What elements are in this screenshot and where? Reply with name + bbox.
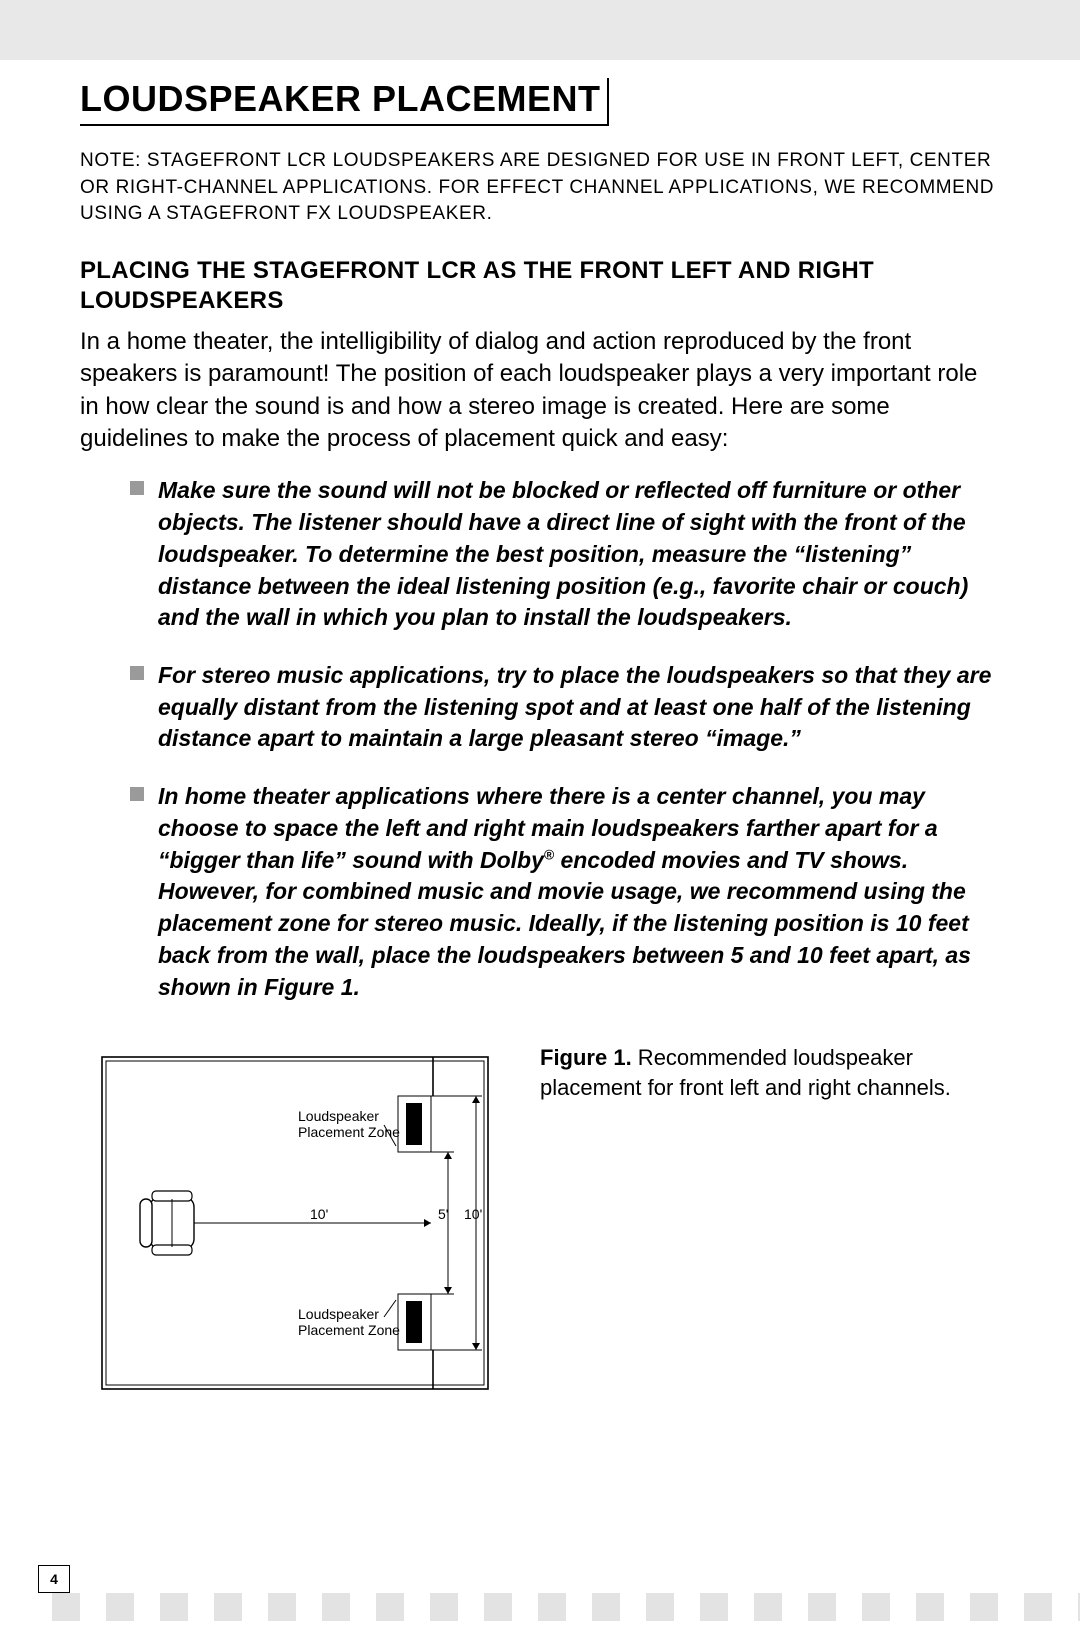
registered-mark: ® — [544, 847, 554, 862]
list-item: Make sure the sound will not be blocked … — [130, 475, 1000, 634]
figure-reference: Figure 1 — [264, 974, 353, 1000]
svg-text:Loudspeaker: Loudspeaker — [298, 1108, 379, 1124]
square-bullet-icon — [130, 787, 144, 801]
list-item-text: In home theater applications where there… — [158, 783, 971, 999]
svg-text:Placement Zone: Placement Zone — [298, 1322, 400, 1338]
figure-diagram: LoudspeakerPlacement ZoneLoudspeakerPlac… — [80, 1043, 510, 1403]
placement-diagram-svg: LoudspeakerPlacement ZoneLoudspeakerPlac… — [80, 1043, 510, 1403]
figure-caption-lead: Figure 1. — [540, 1045, 632, 1070]
figure-row: LoudspeakerPlacement ZoneLoudspeakerPlac… — [80, 1043, 1000, 1403]
text-fragment: . — [354, 974, 360, 1000]
svg-text:10': 10' — [464, 1206, 482, 1222]
page-footer: 4 — [38, 1565, 1080, 1593]
square-bullet-icon — [130, 481, 144, 495]
list-item: In home theater applications where there… — [130, 781, 1000, 1003]
square-bullet-icon — [130, 666, 144, 680]
figure-caption: Figure 1. Recommended loudspeaker placem… — [540, 1043, 1000, 1102]
svg-text:Loudspeaker: Loudspeaker — [298, 1306, 379, 1322]
svg-text:5': 5' — [438, 1206, 448, 1222]
list-item-text: For stereo music applications, try to pl… — [158, 662, 991, 751]
section-title: LOUDSPEAKER PLACEMENT — [80, 78, 609, 126]
page: LOUDSPEAKER PLACEMENT NOTE: STAGEFRONT L… — [0, 0, 1080, 1643]
page-number: 4 — [38, 1565, 70, 1593]
svg-text:10': 10' — [310, 1206, 328, 1222]
list-item-text: Make sure the sound will not be blocked … — [158, 477, 968, 630]
list-item: For stereo music applications, try to pl… — [130, 660, 1000, 755]
subsection-heading: PLACING THE STAGEFRONT LCR AS THE FRONT … — [80, 256, 1000, 316]
bullet-list: Make sure the sound will not be blocked … — [80, 475, 1000, 1003]
footer-decoration — [52, 1593, 1080, 1626]
content-area: LOUDSPEAKER PLACEMENT NOTE: STAGEFRONT L… — [80, 78, 1000, 1403]
note-text: NOTE: STAGEFRONT LCR LOUDSPEAKERS ARE DE… — [80, 148, 1000, 228]
intro-paragraph: In a home theater, the intelligibility o… — [80, 326, 1000, 456]
header-band — [0, 0, 1080, 60]
